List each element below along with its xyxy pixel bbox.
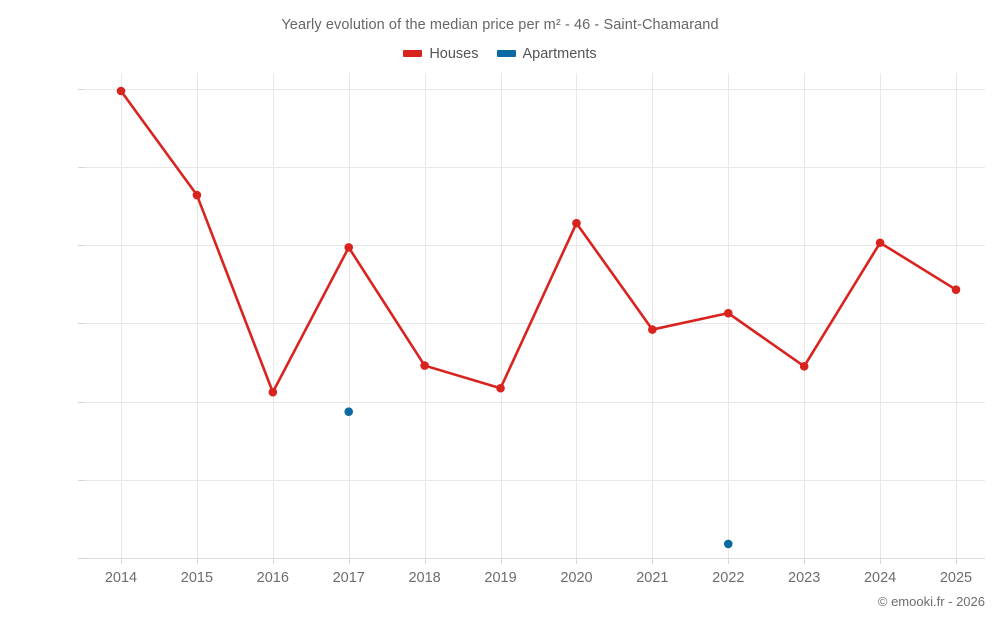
x-axis-tick-label: 2020 — [560, 570, 593, 586]
x-axis-tick-label: 2022 — [712, 570, 745, 586]
data-point-houses[interactable] — [723, 308, 733, 318]
x-axis-tick-mark — [804, 558, 806, 564]
data-point-houses[interactable] — [420, 361, 429, 370]
gridline-vertical — [804, 73, 806, 558]
gridline-horizontal — [84, 479, 985, 481]
x-axis-tick-mark — [652, 558, 654, 564]
legend-swatch-apartments — [496, 49, 516, 57]
series-line-houses — [119, 89, 958, 394]
data-point-houses[interactable] — [648, 325, 657, 334]
gridline-horizontal — [84, 323, 985, 325]
x-axis-tick-label: 2024 — [863, 570, 897, 586]
data-point-apartments[interactable] — [723, 539, 733, 549]
x-axis-tick-mark — [348, 558, 350, 564]
x-axis-tick-label: 2023 — [788, 570, 821, 586]
x-axis-tick-label: 2021 — [636, 570, 669, 586]
chart-title: Yearly evolution of the median price per… — [281, 17, 719, 33]
data-point-houses[interactable] — [572, 218, 581, 228]
x-axis-tick-label: 2015 — [180, 570, 214, 586]
data-point-houses[interactable] — [344, 243, 354, 252]
gridline-vertical — [652, 73, 654, 558]
legend-item-houses[interactable]: Houses — [403, 46, 479, 63]
gridline-horizontal — [84, 245, 985, 247]
y-axis-tick-mark — [78, 245, 84, 247]
gridline-vertical — [121, 73, 122, 558]
x-axis-tick-label: 2016 — [256, 570, 289, 586]
x-axis-tick-mark — [424, 558, 426, 564]
legend-label-apartments: Apartments — [522, 46, 597, 63]
x-axis-tick-label: 2018 — [408, 570, 441, 586]
x-axis-tick-mark — [728, 558, 730, 564]
x-axis-tick-mark — [880, 558, 882, 564]
x-axis-line — [84, 558, 985, 559]
data-point-houses[interactable] — [875, 238, 885, 248]
y-axis-tick-mark — [78, 401, 84, 403]
x-axis-tick-mark — [500, 558, 502, 564]
copyright-credit: © emooki.fr - 2026 — [877, 594, 985, 609]
x-axis-tick-mark — [121, 558, 122, 564]
data-point-houses[interactable] — [496, 383, 505, 393]
gridline-vertical — [348, 73, 350, 558]
x-axis-tick-label: 2017 — [332, 570, 365, 586]
gridline-vertical — [424, 73, 426, 558]
x-axis-tick-label: 2025 — [939, 570, 973, 586]
y-axis-tick-mark — [78, 479, 84, 481]
gridline-vertical — [880, 73, 882, 558]
data-point-houses[interactable] — [951, 285, 961, 294]
x-axis-tick-mark — [576, 558, 578, 564]
x-axis-tick-mark — [196, 558, 198, 564]
data-point-houses[interactable] — [192, 190, 202, 200]
legend-swatch-houses — [403, 49, 423, 57]
series-layer — [116, 86, 961, 549]
x-axis-tick-label: 2019 — [484, 570, 517, 586]
x-axis-tick-mark — [956, 558, 957, 564]
data-point-houses[interactable] — [116, 86, 126, 96]
chart-legend: Houses Apartments — [0, 46, 1000, 62]
gridline-vertical — [576, 73, 578, 558]
y-axis-tick-mark — [78, 323, 84, 325]
gridline-vertical — [196, 73, 198, 558]
x-axis-tick-mark — [272, 558, 274, 564]
gridline-horizontal — [84, 88, 985, 90]
gridline-horizontal — [84, 401, 985, 403]
y-axis-tick-mark — [78, 88, 84, 90]
data-point-apartments[interactable] — [344, 407, 354, 417]
x-axis-tick-label: 2014 — [104, 570, 138, 586]
y-axis-tick-mark — [78, 166, 84, 168]
y-axis-tick-mark — [78, 558, 84, 559]
legend-item-apartments[interactable]: Apartments — [496, 46, 597, 63]
data-point-houses[interactable] — [268, 387, 278, 397]
gridline-vertical — [956, 73, 957, 558]
gridline-vertical — [272, 73, 274, 558]
gridline-horizontal — [84, 166, 985, 168]
data-point-houses[interactable] — [799, 362, 809, 371]
gridline-vertical — [500, 73, 502, 558]
plot-area: 0 €500 €1 000 €1 500 €2 000 €2 500 €3 00… — [78, 73, 985, 586]
legend-label-houses: Houses — [429, 46, 479, 63]
